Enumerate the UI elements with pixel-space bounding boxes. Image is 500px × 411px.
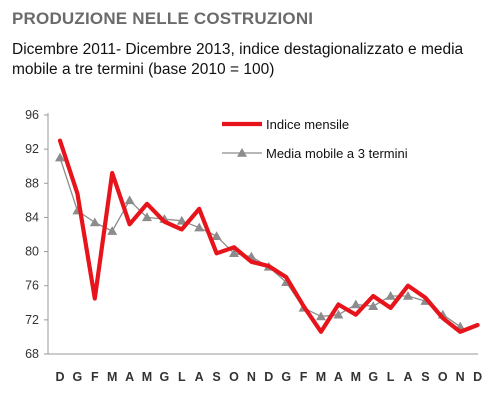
x-tick-label: M [351,370,361,384]
moving-average-point [333,309,344,319]
y-tick-label: 92 [25,142,39,156]
x-tick-label: A [195,370,204,384]
legend-marker-moving-average [237,148,247,157]
x-tick-label: G [281,370,291,384]
moving-average-point [316,311,326,321]
x-tick-label: N [247,370,256,384]
x-tick-label: F [91,370,99,384]
x-tick-label: F [300,370,308,384]
x-tick-label: D [264,370,273,384]
moving-average-point [194,222,205,232]
moving-average-point [211,231,222,240]
moving-average-point [89,217,100,227]
x-tick-label: N [456,370,465,384]
x-tick-label: M [142,370,152,384]
monthly-index-line [57,138,480,334]
moving-average-point [403,290,413,300]
moving-average-point [368,301,379,310]
moving-average-point [229,248,239,258]
moving-average-point [385,290,396,300]
chart-axes [47,113,478,355]
x-tick-label: S [421,370,429,384]
x-tick-label: G [73,370,83,384]
x-tick-label: D [55,370,64,384]
moving-average-line [59,157,461,328]
moving-average-point [142,212,152,222]
y-tick-label: 84 [25,210,39,224]
x-tick-label: L [387,370,395,384]
y-axis-ticks: 96 92 88 84 80 76 72 68 [25,108,48,361]
y-tick-label: 68 [25,347,39,361]
x-tick-label: G [160,370,170,384]
x-tick-label: O [438,370,448,384]
moving-average-point [350,299,361,309]
x-tick-label: O [229,370,239,384]
chart-title: PRODUZIONE NELLE COSTRUZIONI [12,9,314,28]
legend-label-moving-average: Media mobile a 3 termini [266,146,408,161]
chart-legend: Indice mensile Media mobile a 3 termini [222,117,408,161]
series-monthly-index [57,138,480,334]
moving-average-point [124,195,135,205]
x-tick-label: A [334,370,343,384]
y-tick-label: 96 [25,108,39,122]
x-tick-label: D [473,370,482,384]
x-tick-label: L [178,370,186,384]
x-tick-label: A [125,370,134,384]
moving-average-point [55,152,65,162]
y-tick-label: 80 [25,245,39,259]
x-tick-label: G [368,370,378,384]
y-tick-label: 72 [25,313,39,327]
y-tick-label: 88 [25,176,39,190]
x-tick-label: M [316,370,326,384]
x-tick-label: M [107,370,117,384]
x-tick-label: S [212,370,220,384]
y-tick-label: 76 [25,279,39,293]
moving-average-point [176,215,187,225]
legend-label-monthly: Indice mensile [266,117,349,132]
x-tick-label: A [403,370,412,384]
moving-average-point [107,226,118,235]
chart-subtitle: Dicembre 2011- Dicembre 2013, indice des… [12,41,464,78]
